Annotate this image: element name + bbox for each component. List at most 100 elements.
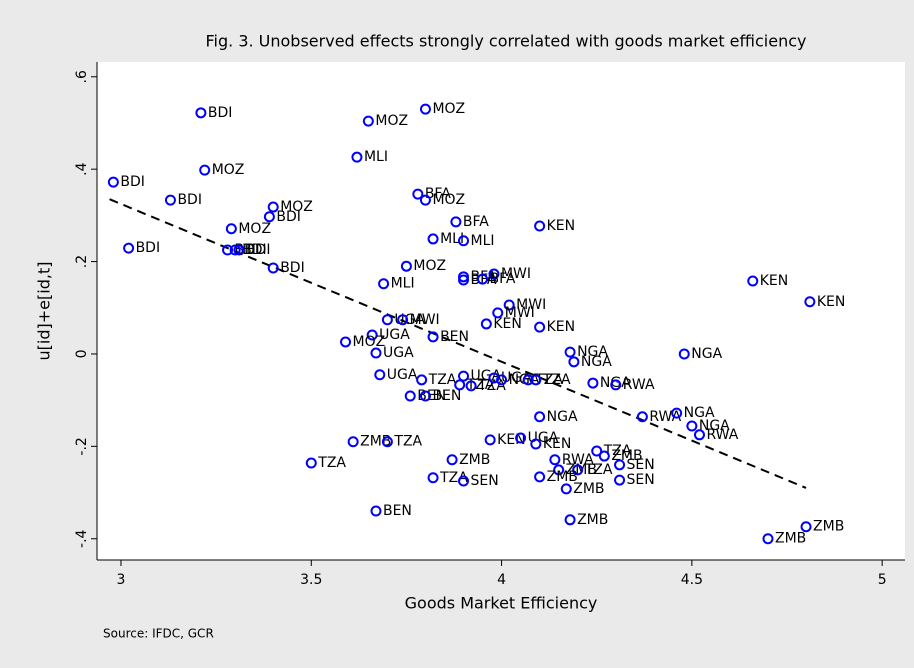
fit-line [109,198,807,489]
point-label: NGA [699,418,730,434]
point-label: BDI [276,209,301,225]
point [370,505,382,517]
y-tick-label: -.2 [74,437,90,455]
point-label: MWI [505,305,535,321]
point-label: MOZ [375,113,408,129]
point-label: NGA [581,354,612,370]
point [610,379,622,391]
point-label: BDI [177,192,202,208]
point-label: SEN [627,457,655,473]
point-label: ZMB [813,519,844,535]
point-label: TZA [439,470,468,486]
y-axis-label: u[id]+e[id,t] [35,262,54,361]
point [530,374,542,386]
point [366,329,378,341]
x-tick-label: 3 [117,572,126,588]
point [564,514,576,526]
point-label: MLI [391,276,415,292]
point-label: TZA [477,378,506,394]
point [564,346,576,358]
point [419,103,431,115]
point [458,370,470,382]
point [503,299,515,311]
point [454,379,466,391]
point-label: UGA [471,368,502,384]
point [458,235,470,247]
point-label: MWI [516,297,546,313]
point [458,271,470,283]
point-label: RWA [623,377,655,393]
point-label: MOZ [353,334,386,350]
point [686,420,698,432]
point [488,372,500,384]
point [347,436,359,448]
point-label: ZMB [459,452,490,468]
point [484,434,496,446]
point [222,244,234,256]
point [458,274,470,286]
point-label: NGA [600,375,631,391]
point [263,211,275,223]
point-label: TZA [603,443,632,459]
point [267,201,279,213]
point [404,390,416,402]
point [267,262,279,274]
point-label: MOZ [212,162,245,178]
point [587,377,599,389]
point-label: MOZ [280,199,313,215]
point-label: MOZ [238,221,271,237]
point-label: MOZ [432,101,465,117]
point [636,411,648,423]
point [496,374,508,386]
point-label: TZA [393,434,422,450]
point [233,244,245,256]
point-label: MOZ [432,192,465,208]
point-label: BDI [120,174,145,190]
point-label: ZMB [577,512,608,528]
point [419,390,431,402]
point-label: KEN [817,294,846,310]
y-tick-label: .6 [74,70,90,83]
point-label: ZMB [360,434,391,450]
x-tick-label: 4.5 [681,572,703,588]
point-label: BDI [280,260,305,276]
point [351,151,363,163]
point [598,450,610,462]
point-label: ZMB [547,469,578,485]
point-label: MOZ [413,258,446,274]
point-label: RWA [562,452,594,468]
chart-title: Fig. 3. Unobserved effects strongly corr… [206,32,807,51]
point [614,474,626,486]
point [107,176,119,188]
point-label: RWA [649,409,681,425]
point [534,411,546,423]
point-label: UGA [528,430,559,446]
point [522,374,534,386]
point [614,459,626,471]
point [800,521,812,533]
point [480,318,492,330]
point-label: NGA [684,405,715,421]
point [195,107,207,119]
point-label: KEN [547,319,576,335]
point-label: KEN [760,273,789,289]
point [549,454,561,466]
point [381,436,393,448]
point [671,407,683,419]
point-label: BDI [208,105,233,121]
point-label: ZMB [573,481,604,497]
point-label: UGA [379,327,410,343]
point-label: BEN [383,503,412,519]
point-label: MLI [440,231,464,247]
point [199,164,211,176]
point [747,275,759,287]
point-label: MLI [471,233,495,249]
point [693,429,705,441]
point [678,348,690,360]
point-label: BDI [242,242,267,258]
point-label: KEN [547,218,576,234]
point [515,432,527,444]
point-label: BFA [463,214,489,230]
point [378,278,390,290]
source-note: Source: IFDC, GCR [103,627,214,641]
